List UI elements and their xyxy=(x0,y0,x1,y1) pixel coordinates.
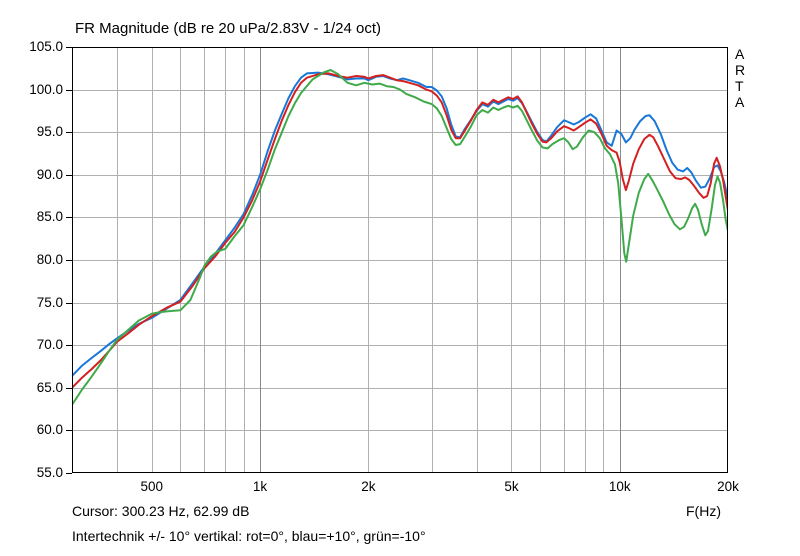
y-axis-tick-mark xyxy=(66,430,72,432)
y-axis-tick-label: 85.0 xyxy=(36,209,63,225)
y-axis-tick-mark xyxy=(66,345,72,347)
arta-watermark: A R T A xyxy=(735,46,755,110)
y-axis-tick-label: 60.0 xyxy=(36,422,63,438)
y-axis-tick-label: 75.0 xyxy=(36,294,63,310)
cursor-readout: Cursor: 300.23 Hz, 62.99 dB xyxy=(72,503,250,519)
arta-watermark-letter: A xyxy=(735,94,745,110)
x-axis-tick-label: 10k xyxy=(608,479,631,494)
y-axis-tick-label: 70.0 xyxy=(36,337,63,353)
fr-curve-blue-plus10deg xyxy=(72,71,728,377)
y-axis-tick-mark xyxy=(66,174,72,176)
y-axis-tick-mark xyxy=(66,47,72,48)
x-axis-tick-label: 5k xyxy=(504,479,519,494)
arta-watermark-letter: T xyxy=(735,78,744,94)
legend-note: Intertechnik +/- 10° vertikal: rot=0°, b… xyxy=(72,528,426,544)
x-axis-tick-label: 20k xyxy=(717,479,739,494)
y-axis-tick-mark xyxy=(66,387,72,389)
y-axis-tick-label: 95.0 xyxy=(36,124,63,140)
fr-curve-red-0deg xyxy=(72,72,728,389)
x-axis-tick-label: 500 xyxy=(140,479,164,494)
y-axis-tick-mark xyxy=(66,89,72,91)
fr-curve-green-minus10deg xyxy=(72,69,728,406)
y-axis-tick-label: 90.0 xyxy=(36,166,63,182)
y-axis-tick-mark xyxy=(66,473,72,474)
y-axis-tick-mark xyxy=(66,302,72,304)
x-axis-unit-label: F(Hz) xyxy=(686,503,721,519)
x-axis-tick-label: 2k xyxy=(361,479,376,494)
y-axis-tick-label: 55.0 xyxy=(36,465,63,480)
y-axis-tick-mark xyxy=(66,132,72,134)
chart-title: FR Magnitude (dB re 20 uPa/2.83V - 1/24 … xyxy=(75,20,381,37)
arta-watermark-letter: R xyxy=(735,62,746,78)
arta-watermark-letter: A xyxy=(735,46,745,62)
y-axis-tick-label: 105.0 xyxy=(29,39,63,54)
y-axis-tick-label: 100.0 xyxy=(29,81,63,97)
x-axis-tick-label: 1k xyxy=(252,479,268,494)
y-axis-tick-mark xyxy=(66,260,72,261)
y-axis-tick-label: 80.0 xyxy=(36,252,63,267)
y-axis-tick-mark xyxy=(66,217,72,219)
plot-frame xyxy=(72,47,728,473)
y-axis-tick-label: 65.0 xyxy=(36,379,63,395)
fr-plot-area[interactable] xyxy=(72,47,728,473)
